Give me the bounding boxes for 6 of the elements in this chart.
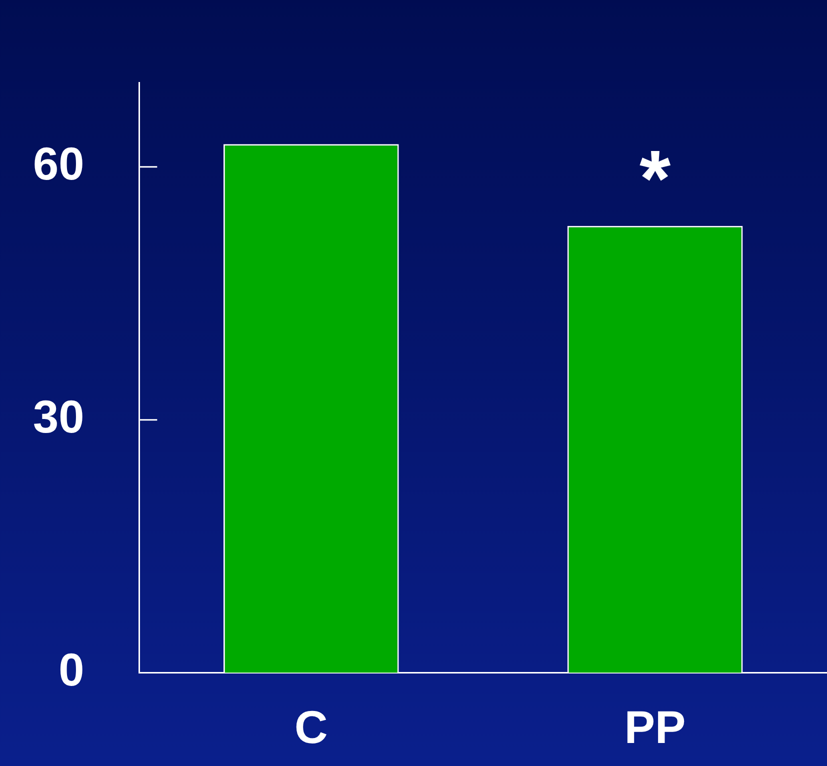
x-tick-label: C [294,701,328,754]
x-tick-label: PP [624,701,686,754]
y-tick-label: 60 [32,138,84,190]
annotation: * [639,134,672,223]
y-tick-label: 30 [32,390,84,443]
y-tick-label: 0 [58,643,84,696]
